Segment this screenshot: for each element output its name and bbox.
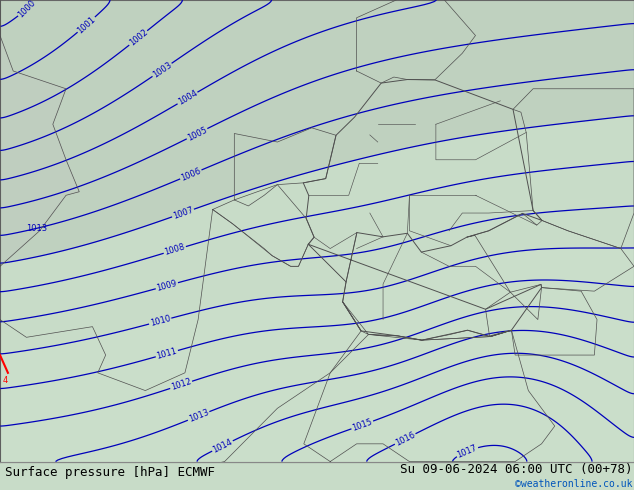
Text: 1002: 1002: [127, 28, 149, 48]
Text: Surface pressure [hPa] ECMWF: Surface pressure [hPa] ECMWF: [5, 466, 215, 479]
Text: 1013: 1013: [27, 224, 48, 233]
Text: 1006: 1006: [179, 166, 202, 183]
Text: 1013: 1013: [187, 408, 210, 424]
Text: ©weatheronline.co.uk: ©weatheronline.co.uk: [515, 479, 633, 489]
Text: 1015: 1015: [351, 417, 373, 433]
Text: 1016: 1016: [394, 430, 417, 448]
Text: 1017: 1017: [456, 443, 479, 460]
Text: 1007: 1007: [172, 205, 195, 221]
Text: 1009: 1009: [155, 279, 178, 293]
Text: 1004: 1004: [176, 89, 199, 107]
Text: 1010: 1010: [149, 314, 172, 328]
Text: 1012: 1012: [170, 377, 193, 392]
Text: 1014: 1014: [211, 437, 234, 455]
Polygon shape: [0, 0, 79, 266]
Text: 1001: 1001: [75, 14, 97, 35]
Text: 1000: 1000: [16, 0, 37, 19]
Text: 4: 4: [3, 376, 8, 386]
Text: 1011: 1011: [155, 346, 178, 361]
Text: 1003: 1003: [151, 60, 173, 79]
Text: 1005: 1005: [186, 125, 209, 143]
Text: Su 09-06-2024 06:00 UTC (00+78): Su 09-06-2024 06:00 UTC (00+78): [400, 463, 633, 476]
Text: 1008: 1008: [164, 243, 186, 257]
